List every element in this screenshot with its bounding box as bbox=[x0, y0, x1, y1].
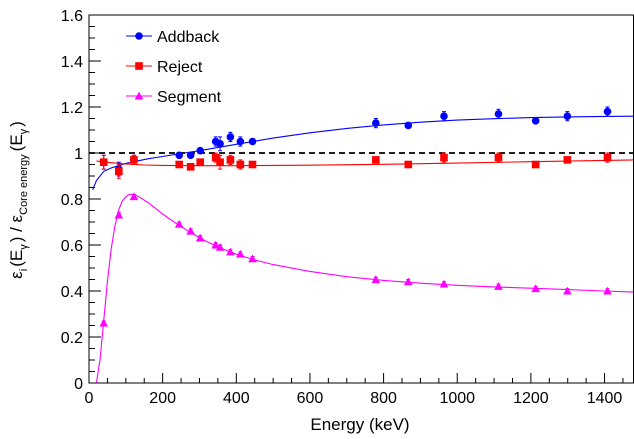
legend-marker-reject bbox=[135, 62, 143, 70]
reject-point bbox=[226, 156, 235, 164]
reject-point bbox=[196, 158, 205, 166]
y-title-part2: ) / ε bbox=[7, 214, 26, 242]
legend-marker-addback bbox=[135, 32, 143, 40]
y-tick-label: 1.6 bbox=[61, 8, 83, 25]
addback-point bbox=[226, 133, 235, 141]
addback-point bbox=[531, 117, 540, 125]
y-title-sub-i: i bbox=[18, 269, 30, 271]
segment-point bbox=[248, 254, 257, 263]
addback-point bbox=[372, 119, 380, 127]
legend-marker-segment bbox=[134, 91, 144, 100]
reject-point bbox=[130, 156, 138, 164]
y-tick-label: 1.2 bbox=[61, 100, 83, 117]
addback-point bbox=[563, 112, 572, 120]
y-tick-label: 0.4 bbox=[61, 284, 83, 301]
y-tick-label: 0.8 bbox=[61, 192, 83, 209]
y-title-part: (E bbox=[7, 250, 26, 267]
x-tick-label: 0 bbox=[85, 390, 94, 407]
y-title-sub-gamma: γ bbox=[18, 244, 30, 250]
reject-point bbox=[186, 163, 195, 171]
segment-point bbox=[186, 226, 195, 235]
addback-point bbox=[236, 137, 245, 146]
segment-point bbox=[439, 279, 449, 288]
y-tick-label: 0.6 bbox=[61, 238, 83, 255]
segment-point bbox=[174, 220, 184, 228]
reject-point bbox=[494, 153, 503, 162]
legend-item-reject: Reject bbox=[126, 59, 203, 76]
y-title-sub-gamma2: γ bbox=[18, 128, 30, 134]
segment-point bbox=[603, 286, 612, 295]
x-axis-title: Energy (keV) bbox=[310, 415, 409, 434]
addback-point bbox=[175, 151, 184, 160]
addback-point bbox=[603, 107, 612, 116]
data-points bbox=[99, 106, 612, 327]
segment-point bbox=[129, 192, 139, 201]
addback-fit-line bbox=[92, 115, 634, 191]
x-axis: 0 200 400 600 800 1000 1200 1400 bbox=[85, 373, 624, 407]
reject-point bbox=[440, 153, 448, 162]
addback-point bbox=[216, 140, 224, 148]
y-title-sub-core: Core energy bbox=[18, 154, 30, 215]
segment-point bbox=[403, 277, 413, 286]
reject-point bbox=[404, 160, 413, 169]
reject-point bbox=[248, 160, 257, 169]
segment-point bbox=[114, 210, 124, 219]
reject-point bbox=[236, 160, 245, 169]
addback-point bbox=[196, 146, 205, 155]
addback-point bbox=[494, 110, 503, 118]
reject-point bbox=[99, 158, 108, 166]
segment-point bbox=[215, 243, 225, 251]
segment-point bbox=[494, 282, 503, 290]
reject-point bbox=[603, 153, 612, 162]
legend-label-addback: Addback bbox=[157, 29, 220, 46]
legend-label-reject: Reject bbox=[157, 59, 203, 76]
legend: Addback Reject Segment bbox=[126, 29, 222, 106]
addback-point bbox=[440, 112, 448, 120]
addback-point bbox=[186, 151, 195, 160]
reject-point bbox=[216, 158, 224, 166]
addback-point bbox=[248, 137, 257, 146]
segment-point bbox=[371, 275, 381, 283]
segment-point bbox=[99, 318, 109, 327]
segment-point bbox=[531, 284, 540, 293]
reject-point bbox=[115, 167, 123, 176]
reject-point bbox=[211, 153, 220, 162]
x-tick-label: 200 bbox=[149, 390, 176, 407]
y-axis: 0 0.2 0.4 0.6 0.8 1 1.2 1.4 1.6 bbox=[61, 8, 101, 393]
x-tick-label: 1200 bbox=[513, 390, 549, 407]
reject-point bbox=[531, 160, 540, 169]
x-tick-label: 400 bbox=[223, 390, 250, 407]
segment-point bbox=[563, 286, 572, 295]
segment-point bbox=[195, 233, 205, 242]
segment-point bbox=[236, 249, 245, 258]
reject-point bbox=[372, 156, 380, 164]
y-axis-title: εi(Eγ) / εCore energy(Eγ) bbox=[7, 121, 30, 279]
y-title-part3: (E bbox=[7, 134, 26, 151]
segment-point bbox=[226, 247, 235, 256]
legend-item-segment: Segment bbox=[126, 89, 222, 106]
reject-point bbox=[563, 156, 572, 164]
legend-item-addback: Addback bbox=[126, 29, 220, 46]
y-title-close: ) bbox=[7, 121, 26, 127]
x-tick-label: 600 bbox=[297, 390, 324, 407]
reject-point bbox=[175, 160, 184, 169]
y-tick-label: 0.2 bbox=[61, 330, 83, 347]
legend-label-segment: Segment bbox=[157, 89, 222, 106]
x-tick-label: 1400 bbox=[587, 390, 623, 407]
x-tick-label: 800 bbox=[370, 390, 397, 407]
segment-point bbox=[211, 240, 220, 249]
y-tick-label: 1 bbox=[74, 146, 83, 163]
x-tick-label: 1000 bbox=[439, 390, 475, 407]
y-title-epsilon: ε bbox=[7, 271, 26, 279]
y-tick-label: 1.4 bbox=[61, 54, 83, 71]
y-tick-label: 0 bbox=[74, 376, 83, 393]
addback-point bbox=[404, 121, 413, 130]
